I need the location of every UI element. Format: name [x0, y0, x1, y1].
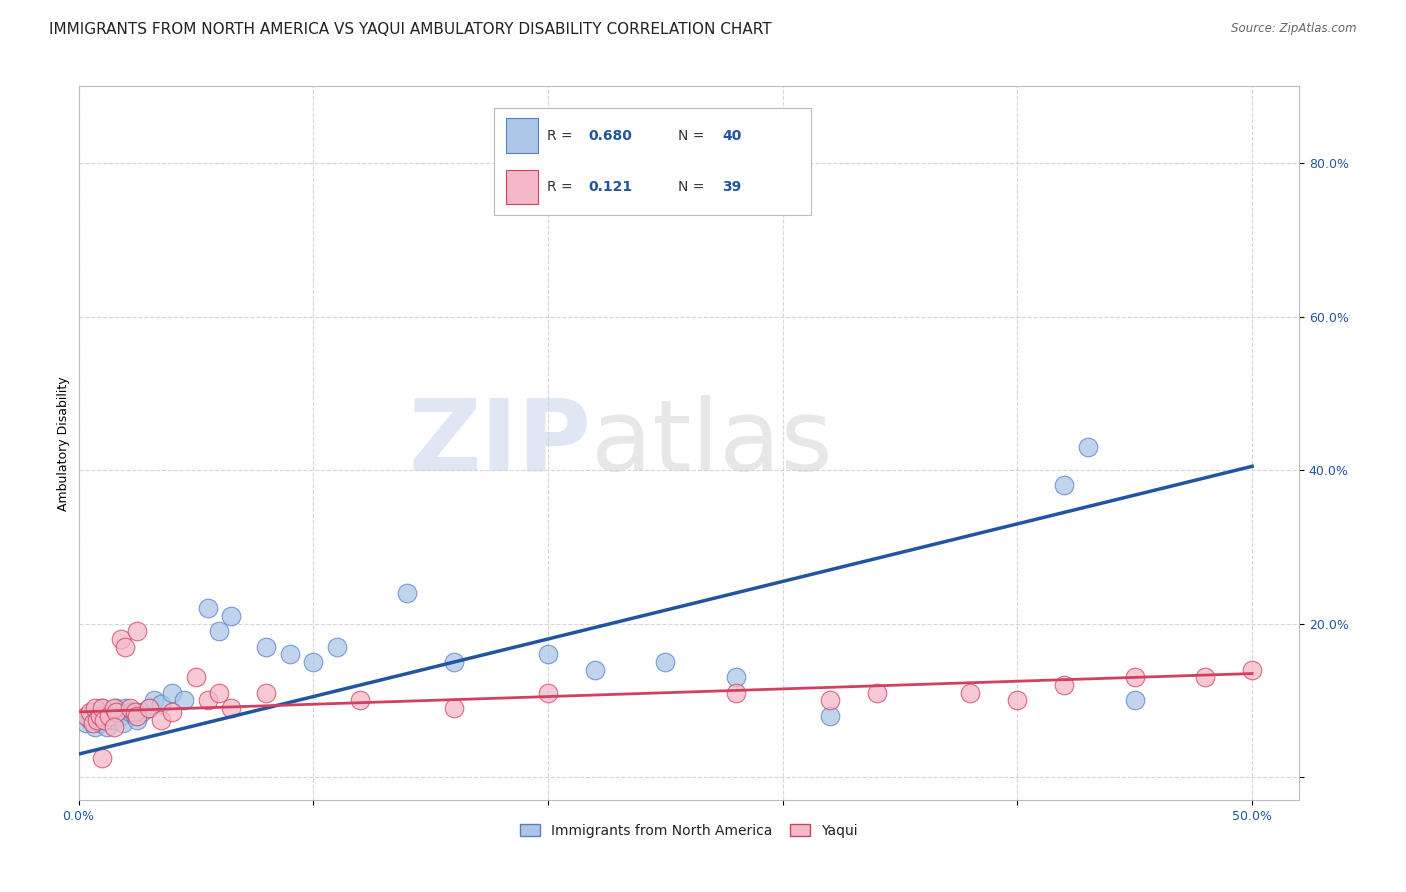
Point — [1053, 478, 1076, 492]
Point — [91, 701, 114, 715]
Point — [93, 713, 115, 727]
Point — [173, 693, 195, 707]
Point — [96, 720, 118, 734]
Point — [162, 705, 184, 719]
Point — [197, 601, 219, 615]
Point — [1007, 693, 1029, 707]
Point — [325, 640, 347, 654]
Point — [138, 701, 160, 715]
Point — [103, 713, 125, 727]
Point — [278, 648, 301, 662]
Point — [254, 640, 277, 654]
Point — [127, 624, 149, 639]
Point — [149, 698, 172, 712]
Point — [654, 655, 676, 669]
Point — [1053, 678, 1076, 692]
Point — [162, 686, 184, 700]
Point — [724, 670, 747, 684]
Text: IMMIGRANTS FROM NORTH AMERICA VS YAQUI AMBULATORY DISABILITY CORRELATION CHART: IMMIGRANTS FROM NORTH AMERICA VS YAQUI A… — [49, 22, 772, 37]
Point — [124, 705, 146, 719]
Point — [1123, 693, 1146, 707]
Text: Source: ZipAtlas.com: Source: ZipAtlas.com — [1232, 22, 1357, 36]
Legend: Immigrants from North America, Yaqui: Immigrants from North America, Yaqui — [515, 818, 863, 843]
Point — [219, 701, 242, 715]
Point — [114, 701, 136, 715]
Point — [89, 716, 111, 731]
Point — [219, 609, 242, 624]
Point — [349, 693, 371, 707]
Point — [103, 720, 125, 734]
Point — [79, 713, 101, 727]
Point — [142, 693, 165, 707]
Point — [110, 708, 132, 723]
Point — [865, 686, 887, 700]
Point — [537, 648, 560, 662]
Point — [1241, 663, 1264, 677]
Point — [396, 586, 419, 600]
Point — [127, 713, 149, 727]
Point — [98, 708, 121, 723]
Point — [91, 751, 114, 765]
Point — [583, 663, 606, 677]
Point — [79, 705, 101, 719]
Point — [93, 713, 115, 727]
Point — [120, 705, 142, 719]
Text: ZIP: ZIP — [408, 395, 591, 491]
Point — [537, 686, 560, 700]
Point — [1123, 670, 1146, 684]
Point — [138, 701, 160, 715]
Point — [75, 716, 97, 731]
Point — [184, 670, 207, 684]
Point — [127, 708, 149, 723]
Point — [105, 705, 128, 719]
Point — [254, 686, 277, 700]
Point — [208, 686, 231, 700]
Point — [818, 708, 841, 723]
Point — [75, 708, 97, 723]
Point — [197, 693, 219, 707]
Point — [443, 655, 465, 669]
Point — [120, 701, 142, 715]
Point — [91, 701, 114, 715]
Text: atlas: atlas — [591, 395, 832, 491]
Point — [131, 705, 153, 719]
Point — [302, 655, 325, 669]
Point — [89, 708, 111, 723]
Point — [86, 708, 108, 723]
Point — [105, 701, 128, 715]
Point — [1194, 670, 1216, 684]
Point — [112, 716, 135, 731]
Point — [724, 686, 747, 700]
Point — [84, 720, 107, 734]
Point — [98, 708, 121, 723]
Point — [86, 713, 108, 727]
Point — [103, 701, 125, 715]
Point — [818, 693, 841, 707]
Point — [1077, 440, 1099, 454]
Point — [82, 716, 104, 731]
Point — [110, 632, 132, 646]
Point — [114, 640, 136, 654]
Y-axis label: Ambulatory Disability: Ambulatory Disability — [58, 376, 70, 510]
Point — [208, 624, 231, 639]
Point — [149, 713, 172, 727]
Point — [959, 686, 981, 700]
Point — [124, 708, 146, 723]
Point — [84, 701, 107, 715]
Point — [443, 701, 465, 715]
